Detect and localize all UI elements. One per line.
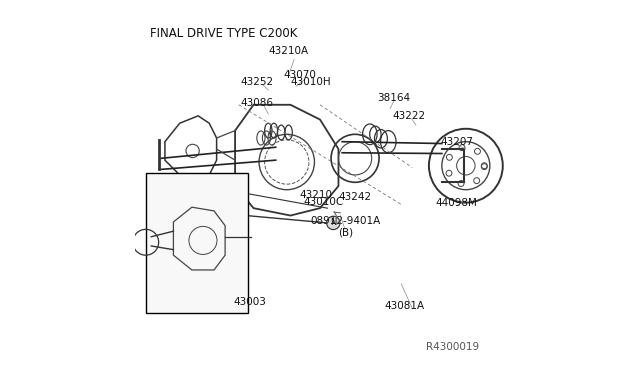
Text: 43003: 43003 bbox=[234, 297, 266, 307]
Text: 43252: 43252 bbox=[241, 77, 274, 87]
Bar bbox=[147, 173, 248, 313]
Text: 43010C: 43010C bbox=[303, 197, 344, 207]
Text: 44098M: 44098M bbox=[436, 198, 477, 208]
Circle shape bbox=[326, 216, 340, 230]
Text: 43242: 43242 bbox=[339, 192, 372, 202]
Text: R4300019: R4300019 bbox=[426, 342, 479, 352]
Text: 38164: 38164 bbox=[378, 93, 410, 103]
Text: 43070: 43070 bbox=[284, 70, 316, 80]
Text: 43222: 43222 bbox=[392, 111, 425, 121]
Text: 08912-9401A
(B): 08912-9401A (B) bbox=[311, 216, 381, 237]
Text: FINAL DRIVE TYPE C200K: FINAL DRIVE TYPE C200K bbox=[150, 27, 298, 40]
Text: 43210: 43210 bbox=[300, 190, 333, 200]
Text: 43086: 43086 bbox=[241, 97, 274, 108]
Text: 43081A: 43081A bbox=[385, 301, 425, 311]
Text: 43207: 43207 bbox=[440, 137, 473, 147]
Text: 43010H: 43010H bbox=[291, 77, 331, 87]
Text: N: N bbox=[330, 218, 337, 227]
Text: 43210A: 43210A bbox=[269, 46, 308, 56]
